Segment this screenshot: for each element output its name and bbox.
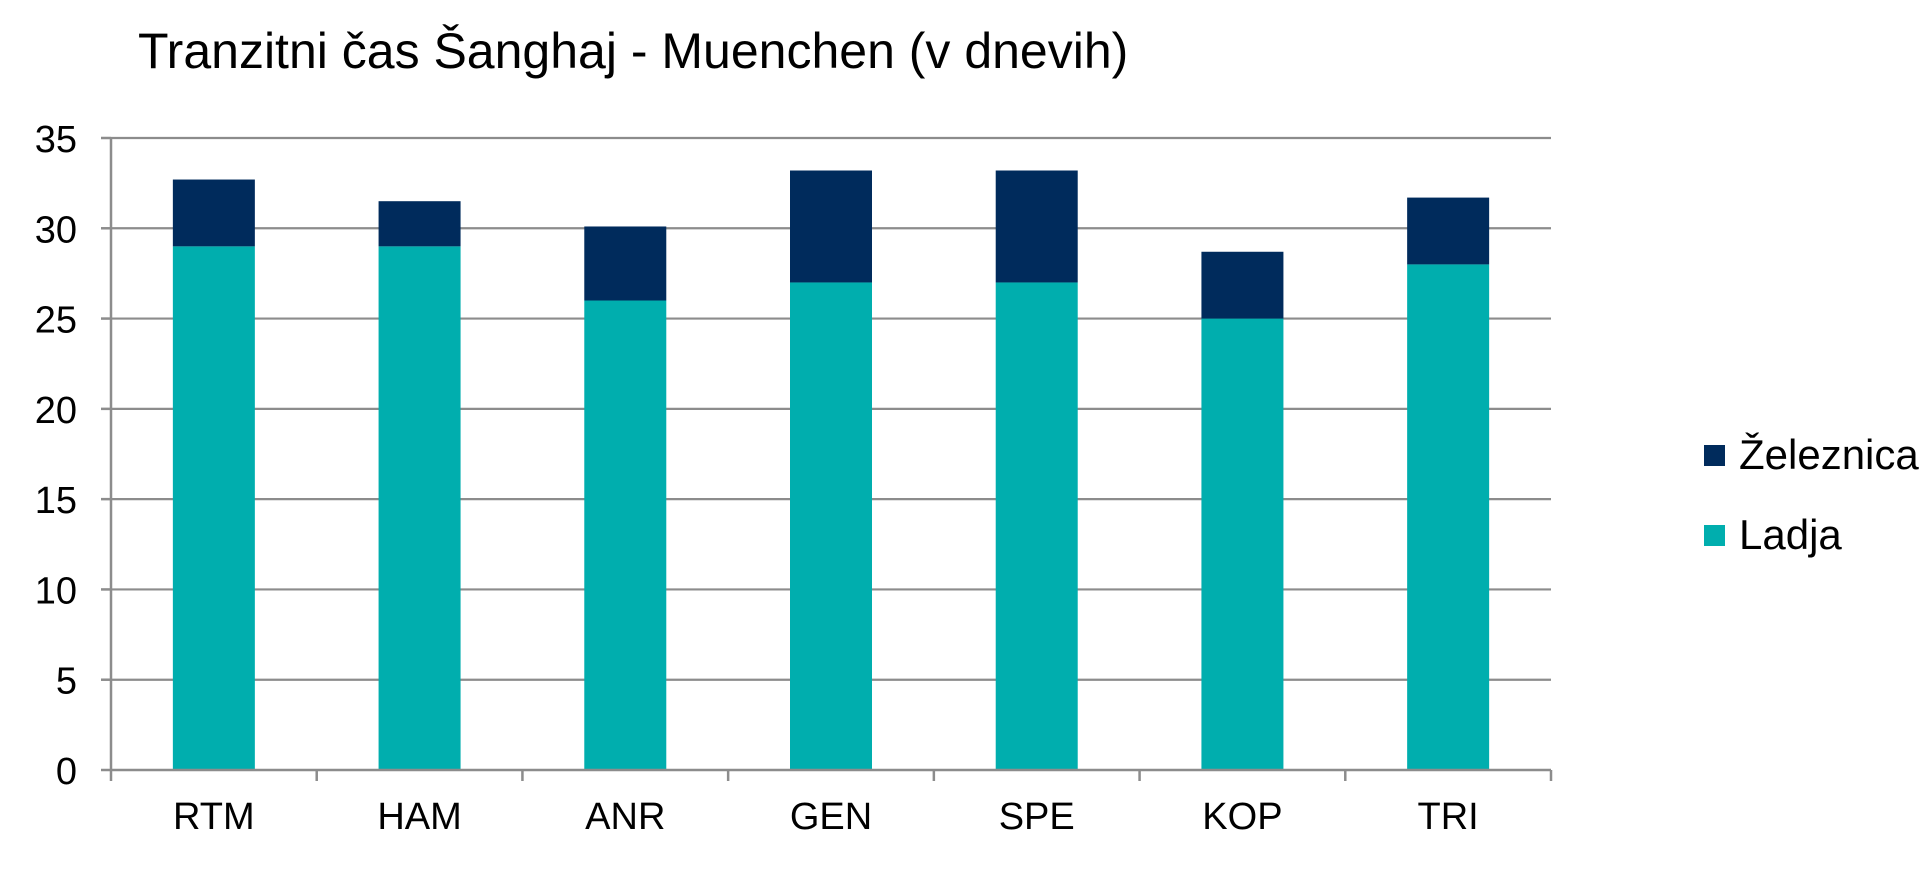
bar-kop-ladja (1201, 318, 1284, 770)
x-tick-label-ham: HAM (377, 796, 461, 838)
y-tick-label-35: 35 (35, 119, 77, 161)
y-tick-label-10: 10 (35, 570, 77, 612)
y-tick-label-30: 30 (35, 209, 77, 251)
bar-spe-železnica (995, 170, 1078, 283)
chart-title: Tranzitni čas Šanghaj - Muenchen (v dnev… (138, 23, 1129, 79)
y-tick-label-25: 25 (35, 300, 77, 342)
bar-tri-ladja (1407, 264, 1490, 770)
bar-anr-ladja (584, 300, 667, 770)
y-tick-label-20: 20 (35, 390, 77, 432)
legend-item-ladja: Ladja (1704, 495, 1919, 575)
y-tick-label-15: 15 (35, 480, 77, 522)
legend: Železnica Ladja (1704, 415, 1919, 575)
legend-label-ladja: Ladja (1739, 511, 1842, 558)
bar-ham-ladja (378, 246, 461, 771)
x-tick-label-tri: TRI (1418, 796, 1479, 838)
legend-swatch-zeleznica (1704, 444, 1725, 466)
bar-rtm-ladja (172, 246, 255, 771)
legend-label-zeleznica: Železnica (1739, 431, 1919, 478)
bar-spe-ladja (995, 282, 1078, 770)
x-tick-label-gen: GEN (790, 796, 872, 838)
bar-kop-železnica (1201, 251, 1284, 319)
bar-anr-železnica (584, 226, 667, 301)
tick-labels: 0 5 10 15 20 25 30 35 RTM HAM ANR GEN SPE KOP TRI (35, 119, 1479, 838)
y-tick-label-5: 5 (56, 661, 77, 703)
x-tick-label-rtm: RTM (173, 796, 255, 838)
bar-gen-železnica (790, 170, 872, 283)
x-tick-label-anr: ANR (585, 796, 665, 838)
axes (101, 136, 1553, 781)
bar-gen-ladja (790, 282, 872, 770)
x-tick-label-spe: SPE (999, 796, 1075, 838)
legend-item-zeleznica: Železnica (1704, 415, 1919, 495)
bar-tri-železnica (1407, 197, 1490, 265)
y-tick-label-0: 0 (56, 751, 77, 793)
x-tick-label-kop: KOP (1202, 796, 1282, 838)
bar-rtm-železnica (172, 179, 255, 247)
legend-swatch-ladja (1704, 524, 1725, 546)
bars (172, 170, 1490, 771)
bar-ham-železnica (378, 201, 461, 247)
